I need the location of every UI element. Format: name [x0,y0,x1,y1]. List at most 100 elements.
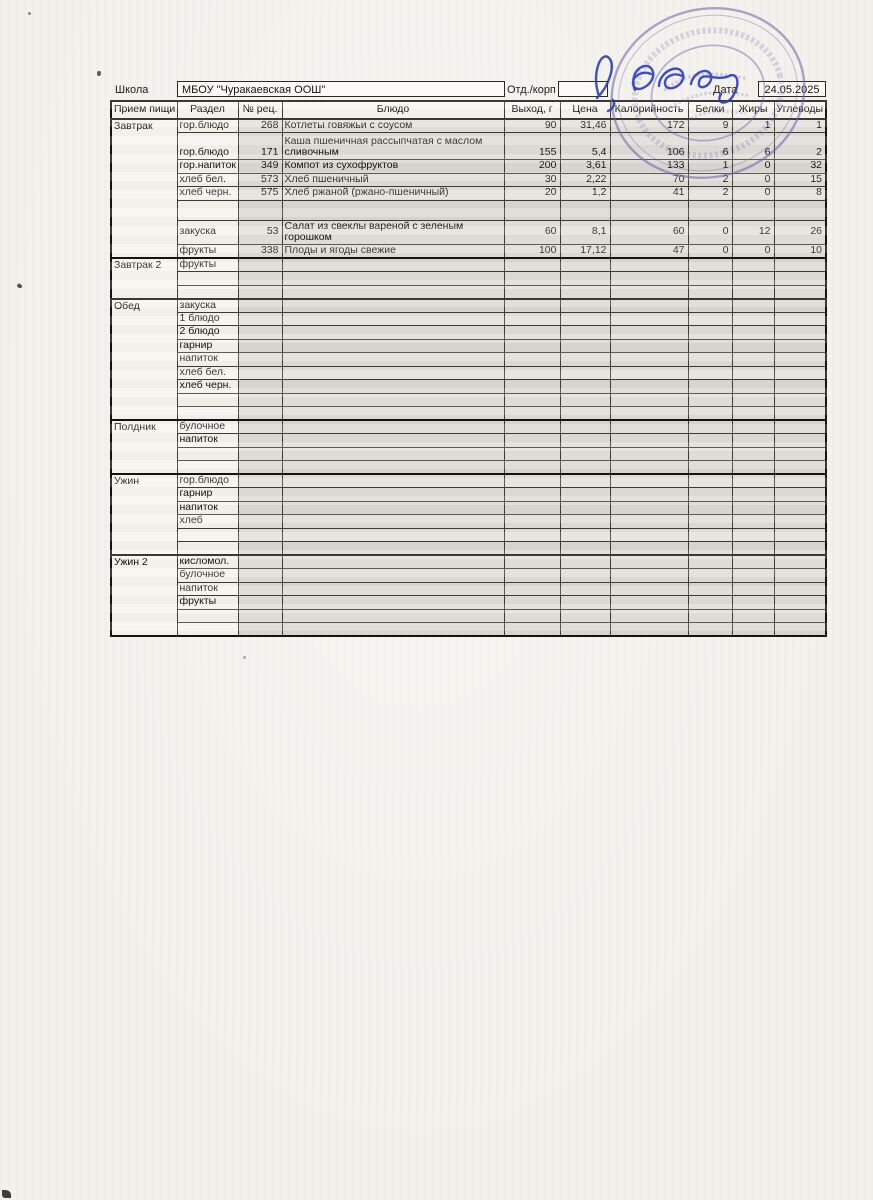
cell-fat [731,419,775,434]
cell-out [503,460,561,475]
cell-prot [687,541,733,556]
cell-dish [281,365,505,380]
cell-price: 2,22 [559,172,611,187]
cell-carb [773,406,827,421]
cell-carb [773,608,827,623]
cell-out [503,297,561,313]
cell-fat [731,311,775,326]
cell-prot [687,352,733,367]
cell-price [559,311,611,326]
cell-price [559,433,611,448]
cell-razdel: 1 блюдо [176,311,239,326]
cell-prot [687,365,733,380]
cell-rec: 349 [237,159,283,174]
cell-rec [237,527,283,542]
cell-fat: 1 [731,118,775,133]
cell-dish: Хлеб ржаной (ржано-пшеничный) [281,186,505,201]
cell-prot [687,271,733,286]
cell-dish [281,392,505,407]
cell-fat [731,487,775,502]
meal-section-label: Завтрак [110,118,178,259]
cell-dish [281,419,505,434]
cell-price: 17,12 [559,244,611,259]
cell-prot [687,419,733,434]
table-row: фрукты [111,595,827,610]
cell-price: 8,1 [559,219,611,245]
cell-dish [281,568,505,583]
cell-carb [773,541,827,556]
cell-carb [773,568,827,583]
cell-rec [237,352,283,367]
cell-razdel: фрукты [176,244,239,259]
cell-rec [237,325,283,340]
cell-price [559,284,611,299]
meal-section-label: Обед [110,297,178,421]
cell-carb: 2 [773,132,827,160]
cell-carb [773,271,827,286]
table-row: Ужин гор.блюдо [110,473,827,556]
cell-fat [731,199,775,221]
cell-fat [731,541,775,556]
table-row: Обед закуска [110,297,827,421]
cell-razdel [176,608,239,623]
cell-dish [281,487,505,502]
table-row: напиток [111,352,827,367]
cell-cal [609,379,689,394]
cell-razdel: закуска [176,297,239,313]
column-header: Выход, г [503,100,561,120]
cell-fat: 12 [731,219,775,245]
cell-fat: 0 [731,186,775,201]
meal-section-label: Полдник [110,419,178,475]
cell-dish [281,541,505,556]
table-row: Полдник булочное [110,419,827,475]
cell-razdel: хлеб бел. [176,172,239,187]
table-row: хлеб [111,514,827,529]
cell-fat [731,406,775,421]
cell-fat [731,257,775,272]
table-row: гор.блюдо 171 Каша пшеничная рассыпчатая с… [111,132,827,160]
cell-prot [687,595,733,610]
scan-speck [28,12,31,15]
cell-razdel: гор.блюдо [176,473,239,488]
table-row: Ужин 2 кисломол. [110,554,827,637]
cell-cal [609,311,689,326]
cell-fat [731,365,775,380]
cell-price [559,487,611,502]
cell-price [559,541,611,556]
cell-cal [609,392,689,407]
cell-fat [731,581,775,596]
cell-dish [281,352,505,367]
cell-out [503,311,561,326]
cell-razdel: напиток [176,352,239,367]
date-label: Дата [713,84,738,96]
cell-cal [609,473,689,488]
cell-fat [731,352,775,367]
table-row [111,284,827,299]
cell-dish [281,500,505,515]
cell-rec [237,554,283,569]
cell-price [559,473,611,488]
cell-rec: 575 [237,186,283,201]
cell-fat [731,460,775,475]
cell-carb [773,365,827,380]
cell-carb [773,595,827,610]
cell-cal: 133 [609,159,689,174]
cell-dish [281,446,505,461]
cell-dish [281,199,505,221]
cell-carb [773,392,827,407]
cell-cal [609,500,689,515]
cell-out [503,595,561,610]
cell-cal [609,527,689,542]
cell-razdel: закуска [176,219,239,245]
cell-razdel: фрукты [176,257,239,272]
cell-out [503,365,561,380]
date-field: 24.05.2025 [758,81,826,97]
table-row: хлеб черн. 575 Хлеб ржаной (ржано-пшеничны… [111,186,827,201]
cell-razdel: гор.блюдо [176,118,239,133]
cell-rec [237,284,283,299]
cell-price [559,622,611,637]
cell-razdel: 2 блюдо [176,325,239,340]
cell-razdel [176,446,239,461]
cell-rec [237,392,283,407]
cell-fat [731,473,775,488]
